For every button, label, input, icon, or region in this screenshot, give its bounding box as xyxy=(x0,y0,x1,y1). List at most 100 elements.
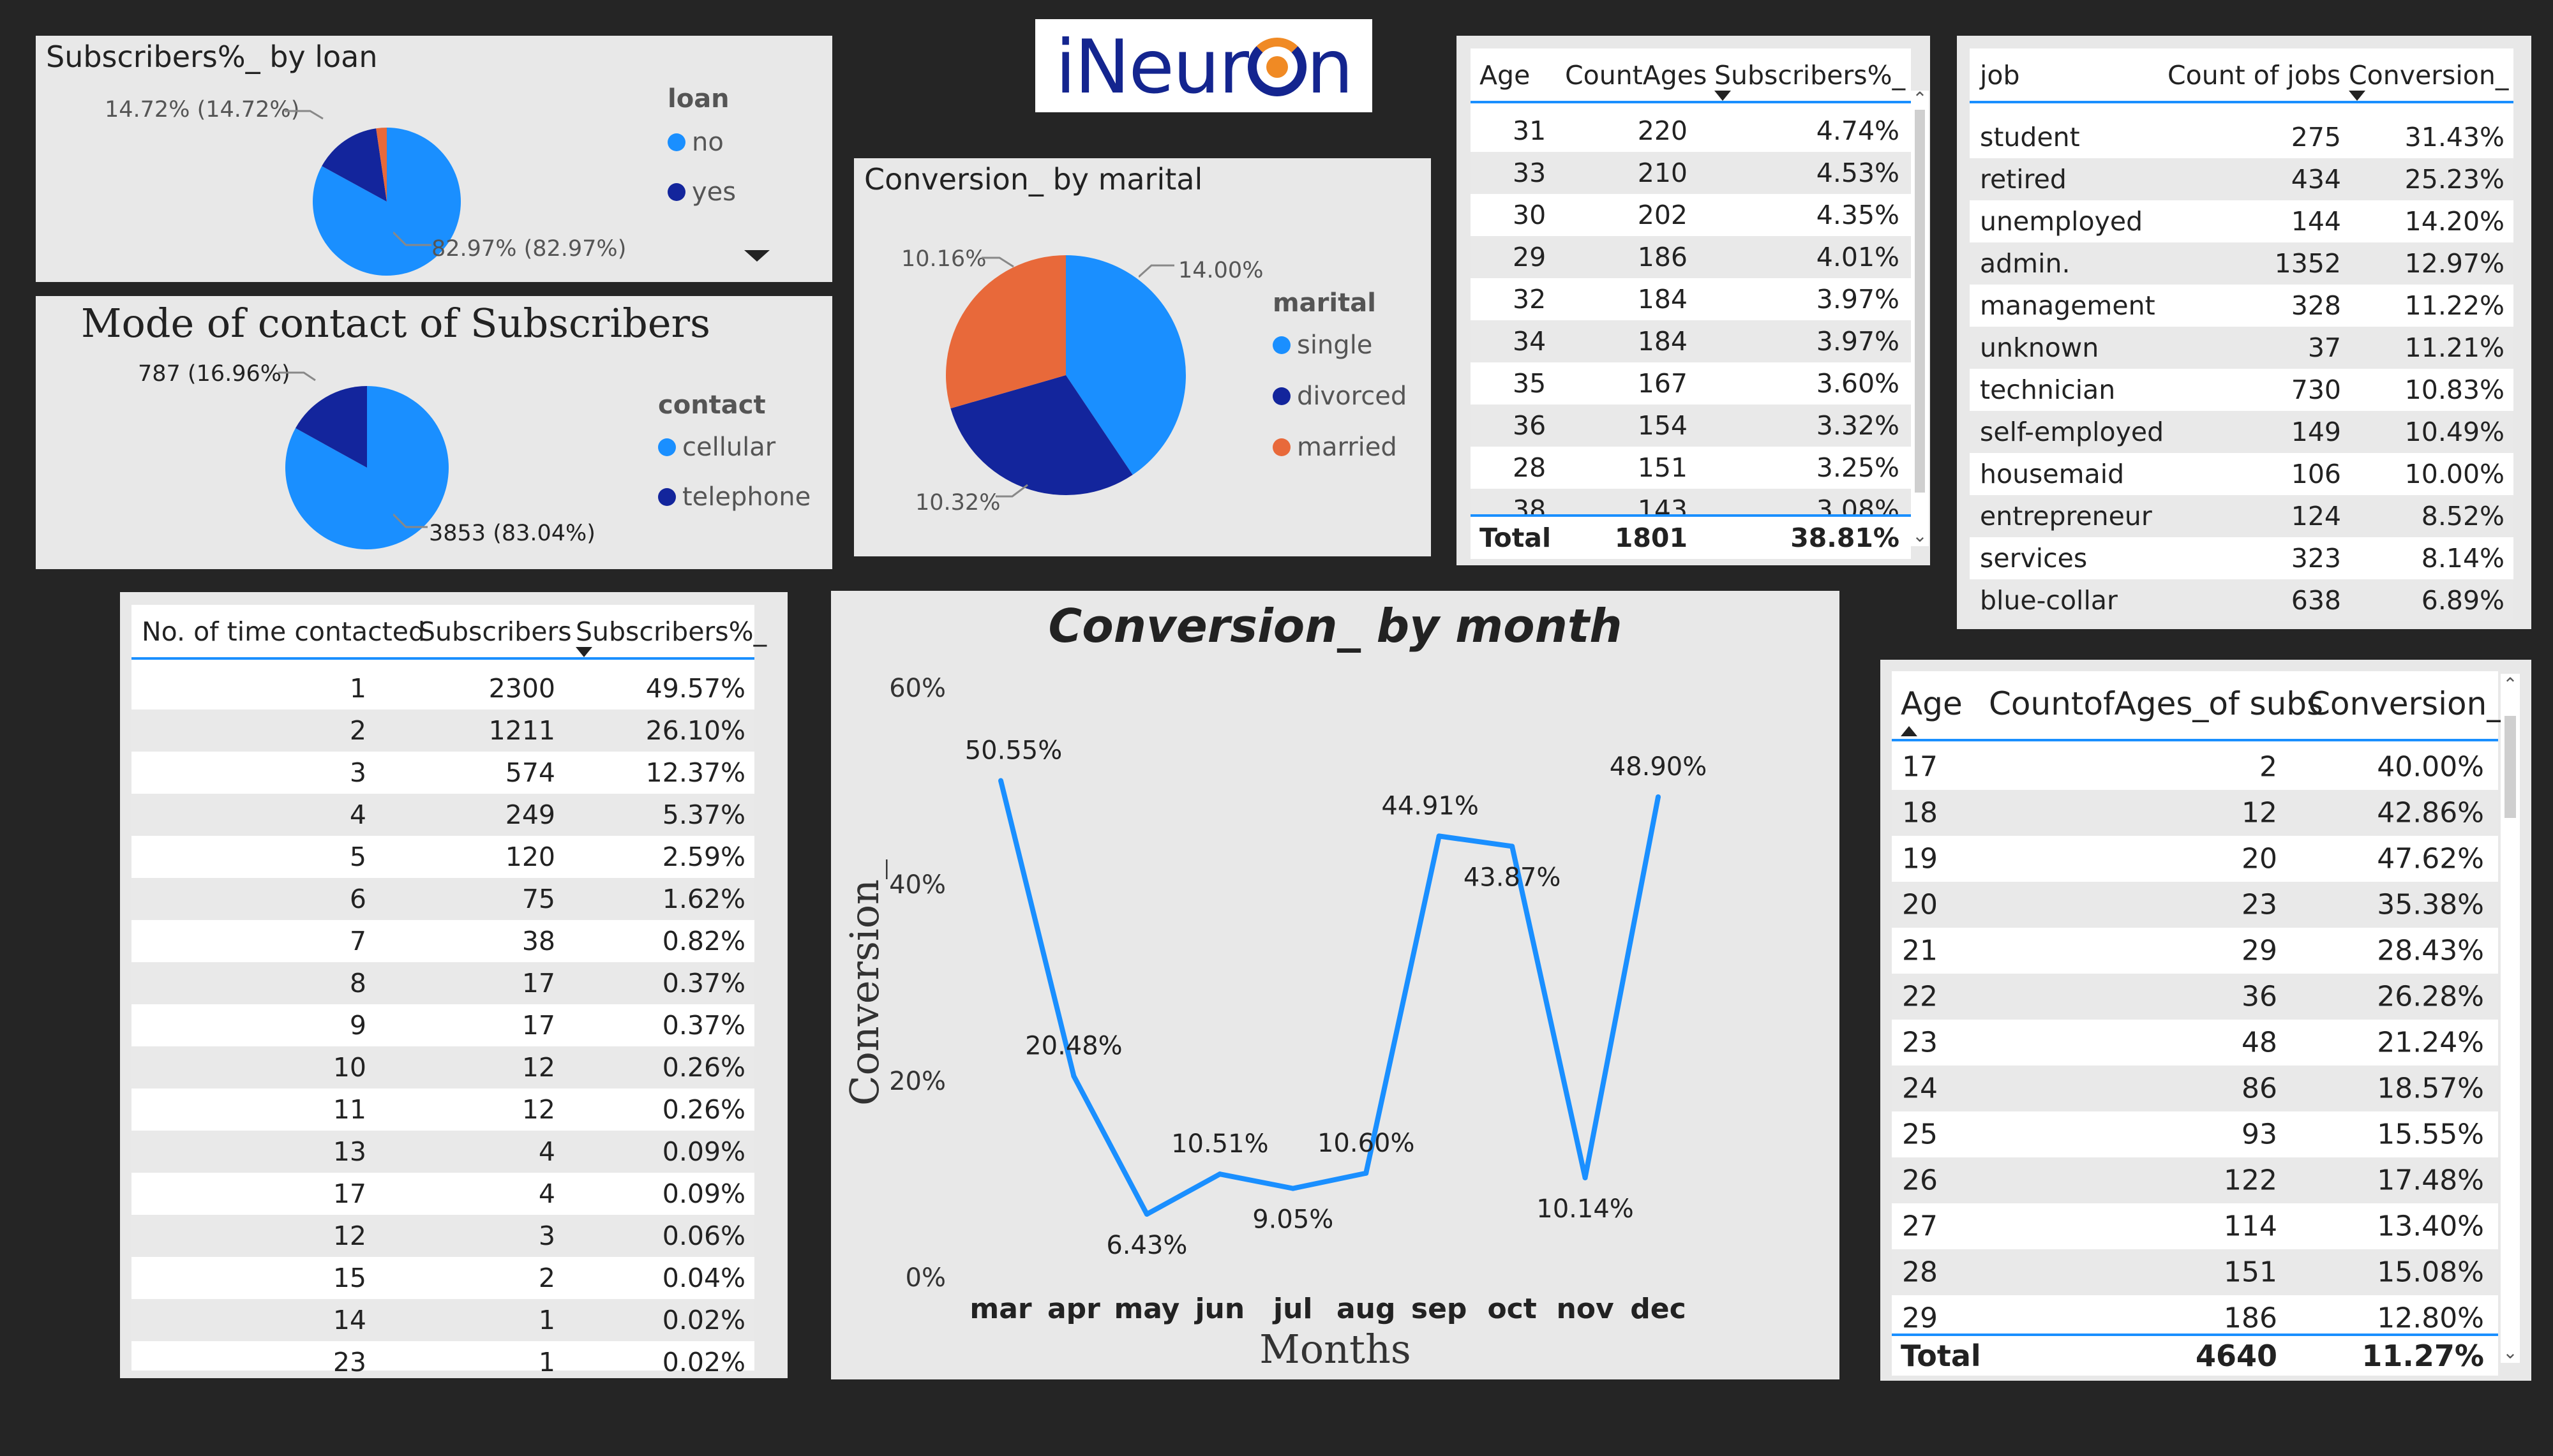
table-row[interactable]: student 275 31.43% xyxy=(1970,116,2513,158)
table-row[interactable]: 29 186 12.80% xyxy=(1892,1295,2498,1341)
table-row[interactable]: housemaid 106 10.00% xyxy=(1970,453,2513,495)
table-row[interactable]: 1 2300 49.57% xyxy=(131,667,754,709)
col-header-countages[interactable]: CountAges xyxy=(1565,60,1707,91)
table-row[interactable]: 25 93 15.55% xyxy=(1892,1111,2498,1157)
data-point[interactable] xyxy=(1509,843,1515,849)
table-row[interactable]: technician 730 10.83% xyxy=(1970,369,2513,411)
table-row[interactable]: entrepreneur 124 8.52% xyxy=(1970,495,2513,537)
table-row[interactable]: 15 2 0.04% xyxy=(131,1257,754,1299)
sort-asc-icon[interactable] xyxy=(1901,726,1917,736)
table-row[interactable]: 8 17 0.37% xyxy=(131,962,754,1004)
scroll-up-icon[interactable]: ⌃ xyxy=(1912,88,1928,109)
data-point[interactable] xyxy=(1290,1185,1296,1191)
table-row[interactable]: 31 220 4.74% xyxy=(1471,110,1911,152)
col-header-age[interactable]: Age xyxy=(1479,60,1531,91)
pie-slice-single[interactable] xyxy=(1066,255,1186,475)
table-row[interactable]: admin. 1352 12.97% xyxy=(1970,242,2513,285)
table-row[interactable]: 23 1 0.02% xyxy=(131,1341,754,1383)
table-row[interactable]: 17 2 40.00% xyxy=(1892,744,2498,790)
table-row[interactable]: 22 36 26.28% xyxy=(1892,974,2498,1020)
table-row[interactable]: management 328 11.22% xyxy=(1970,285,2513,327)
pie-slice-divorced[interactable] xyxy=(950,375,1133,495)
table-row[interactable]: 3 574 12.37% xyxy=(131,752,754,794)
table-row[interactable]: 36 154 3.32% xyxy=(1471,405,1911,447)
scroll-thumb[interactable] xyxy=(2504,716,2516,818)
col-header-age[interactable]: Age xyxy=(1901,685,1963,722)
table-row[interactable]: 32 184 3.97% xyxy=(1471,278,1911,320)
data-point[interactable] xyxy=(1144,1211,1149,1217)
scroll-up-icon[interactable]: ⌃ xyxy=(2503,674,2518,695)
data-point[interactable] xyxy=(1436,833,1442,839)
table-row[interactable]: 26 122 17.48% xyxy=(1892,1157,2498,1203)
table-row[interactable]: 2 1211 26.10% xyxy=(131,709,754,752)
contact-legend-cellular[interactable]: cellular xyxy=(658,433,775,462)
pie-slice-other[interactable] xyxy=(376,128,387,202)
table-row[interactable]: 7 38 0.82% xyxy=(131,920,754,962)
table-row[interactable]: 35 167 3.60% xyxy=(1471,362,1911,405)
sort-desc-icon[interactable] xyxy=(576,647,592,657)
table-row[interactable]: 27 114 13.40% xyxy=(1892,1203,2498,1249)
table-row[interactable]: 28 151 15.08% xyxy=(1892,1249,2498,1295)
age-table-scrollbar[interactable]: ⌃ ⌄ xyxy=(1911,88,1929,546)
col-header-subscribers-pct[interactable]: Subscribers%_ xyxy=(576,616,767,647)
table-row[interactable]: 17 4 0.09% xyxy=(131,1173,754,1215)
table-row[interactable]: 13 4 0.09% xyxy=(131,1131,754,1173)
loan-legend-yes[interactable]: yes xyxy=(668,177,736,207)
scroll-thumb[interactable] xyxy=(1915,110,1925,493)
table-row[interactable]: 12 3 0.06% xyxy=(131,1215,754,1257)
col-header-times-contacted[interactable]: No. of time contacted xyxy=(142,616,425,647)
table-row[interactable]: 11 12 0.26% xyxy=(131,1088,754,1131)
table-row[interactable]: blue-collar 638 6.89% xyxy=(1970,579,2513,621)
pie-slice-telephone[interactable] xyxy=(295,386,367,468)
col-header-job[interactable]: job xyxy=(1980,60,2020,91)
table-row[interactable]: 10 12 0.26% xyxy=(131,1046,754,1088)
table-row[interactable]: unknown 37 11.21% xyxy=(1970,327,2513,369)
table-row[interactable]: retired 434 25.23% xyxy=(1970,158,2513,200)
table-row[interactable]: 33 210 4.53% xyxy=(1471,152,1911,194)
data-point[interactable] xyxy=(998,778,1003,784)
marital-legend-single[interactable]: single xyxy=(1273,331,1372,360)
data-point[interactable] xyxy=(1656,794,1661,799)
table-row[interactable]: 23 48 21.24% xyxy=(1892,1020,2498,1066)
marital-legend-divorced[interactable]: divorced xyxy=(1273,382,1407,411)
pie-slice-married[interactable] xyxy=(946,255,1066,409)
col-header-count-of-jobs[interactable]: Count of jobs xyxy=(2167,60,2341,91)
legend-scroll-down-icon[interactable] xyxy=(744,250,770,262)
table-row[interactable]: 28 151 3.25% xyxy=(1471,447,1911,489)
data-point[interactable] xyxy=(1363,1170,1369,1176)
table-row[interactable]: unemployed 144 14.20% xyxy=(1970,200,2513,242)
age-conversion-scrollbar[interactable]: ⌃ ⌄ xyxy=(2501,674,2520,1363)
table-row[interactable]: 34 184 3.97% xyxy=(1471,320,1911,362)
col-header-conversion[interactable]: Conversion_ xyxy=(2308,685,2503,722)
table-row[interactable]: services 323 8.14% xyxy=(1970,537,2513,579)
sort-desc-icon[interactable] xyxy=(1714,91,1731,101)
table-row[interactable]: 4 249 5.37% xyxy=(131,794,754,836)
pie-slice-yes[interactable] xyxy=(322,128,387,202)
table-row[interactable]: 5 120 2.59% xyxy=(131,836,754,878)
table-row[interactable]: 21 29 28.43% xyxy=(1892,928,2498,974)
table-row[interactable]: 9 17 0.37% xyxy=(131,1004,754,1046)
loan-legend-no[interactable]: no xyxy=(668,128,724,157)
table-row[interactable]: 30 202 4.35% xyxy=(1471,194,1911,236)
table-row[interactable]: 14 1 0.02% xyxy=(131,1299,754,1341)
table-row[interactable]: 20 23 35.38% xyxy=(1892,882,2498,928)
data-point[interactable] xyxy=(1582,1175,1588,1180)
series-line[interactable] xyxy=(998,780,1661,1217)
data-point[interactable] xyxy=(1217,1171,1223,1177)
sort-desc-icon[interactable] xyxy=(2349,91,2365,101)
table-row[interactable]: 29 186 4.01% xyxy=(1471,236,1911,278)
col-header-count-of-ages-subs[interactable]: CountofAges_of subs xyxy=(1989,685,2324,722)
scroll-down-icon[interactable]: ⌄ xyxy=(2503,1342,2518,1363)
table-row[interactable]: 6 75 1.62% xyxy=(131,878,754,920)
data-point[interactable] xyxy=(1071,1073,1077,1079)
col-header-subscribers-pct[interactable]: Subscribers%_ xyxy=(1714,60,1906,91)
table-row[interactable]: 18 12 42.86% xyxy=(1892,790,2498,836)
scroll-down-icon[interactable]: ⌄ xyxy=(1912,525,1928,546)
table-row[interactable]: self-employed 149 10.49% xyxy=(1970,411,2513,453)
col-header-conversion[interactable]: Conversion_ xyxy=(2349,60,2509,91)
marital-legend-married[interactable]: married xyxy=(1273,433,1397,462)
table-row[interactable]: 19 20 47.62% xyxy=(1892,836,2498,882)
contact-legend-telephone[interactable]: telephone xyxy=(658,482,811,512)
table-row[interactable]: 24 86 18.57% xyxy=(1892,1066,2498,1111)
col-header-subscribers[interactable]: Subscribers xyxy=(419,616,572,647)
